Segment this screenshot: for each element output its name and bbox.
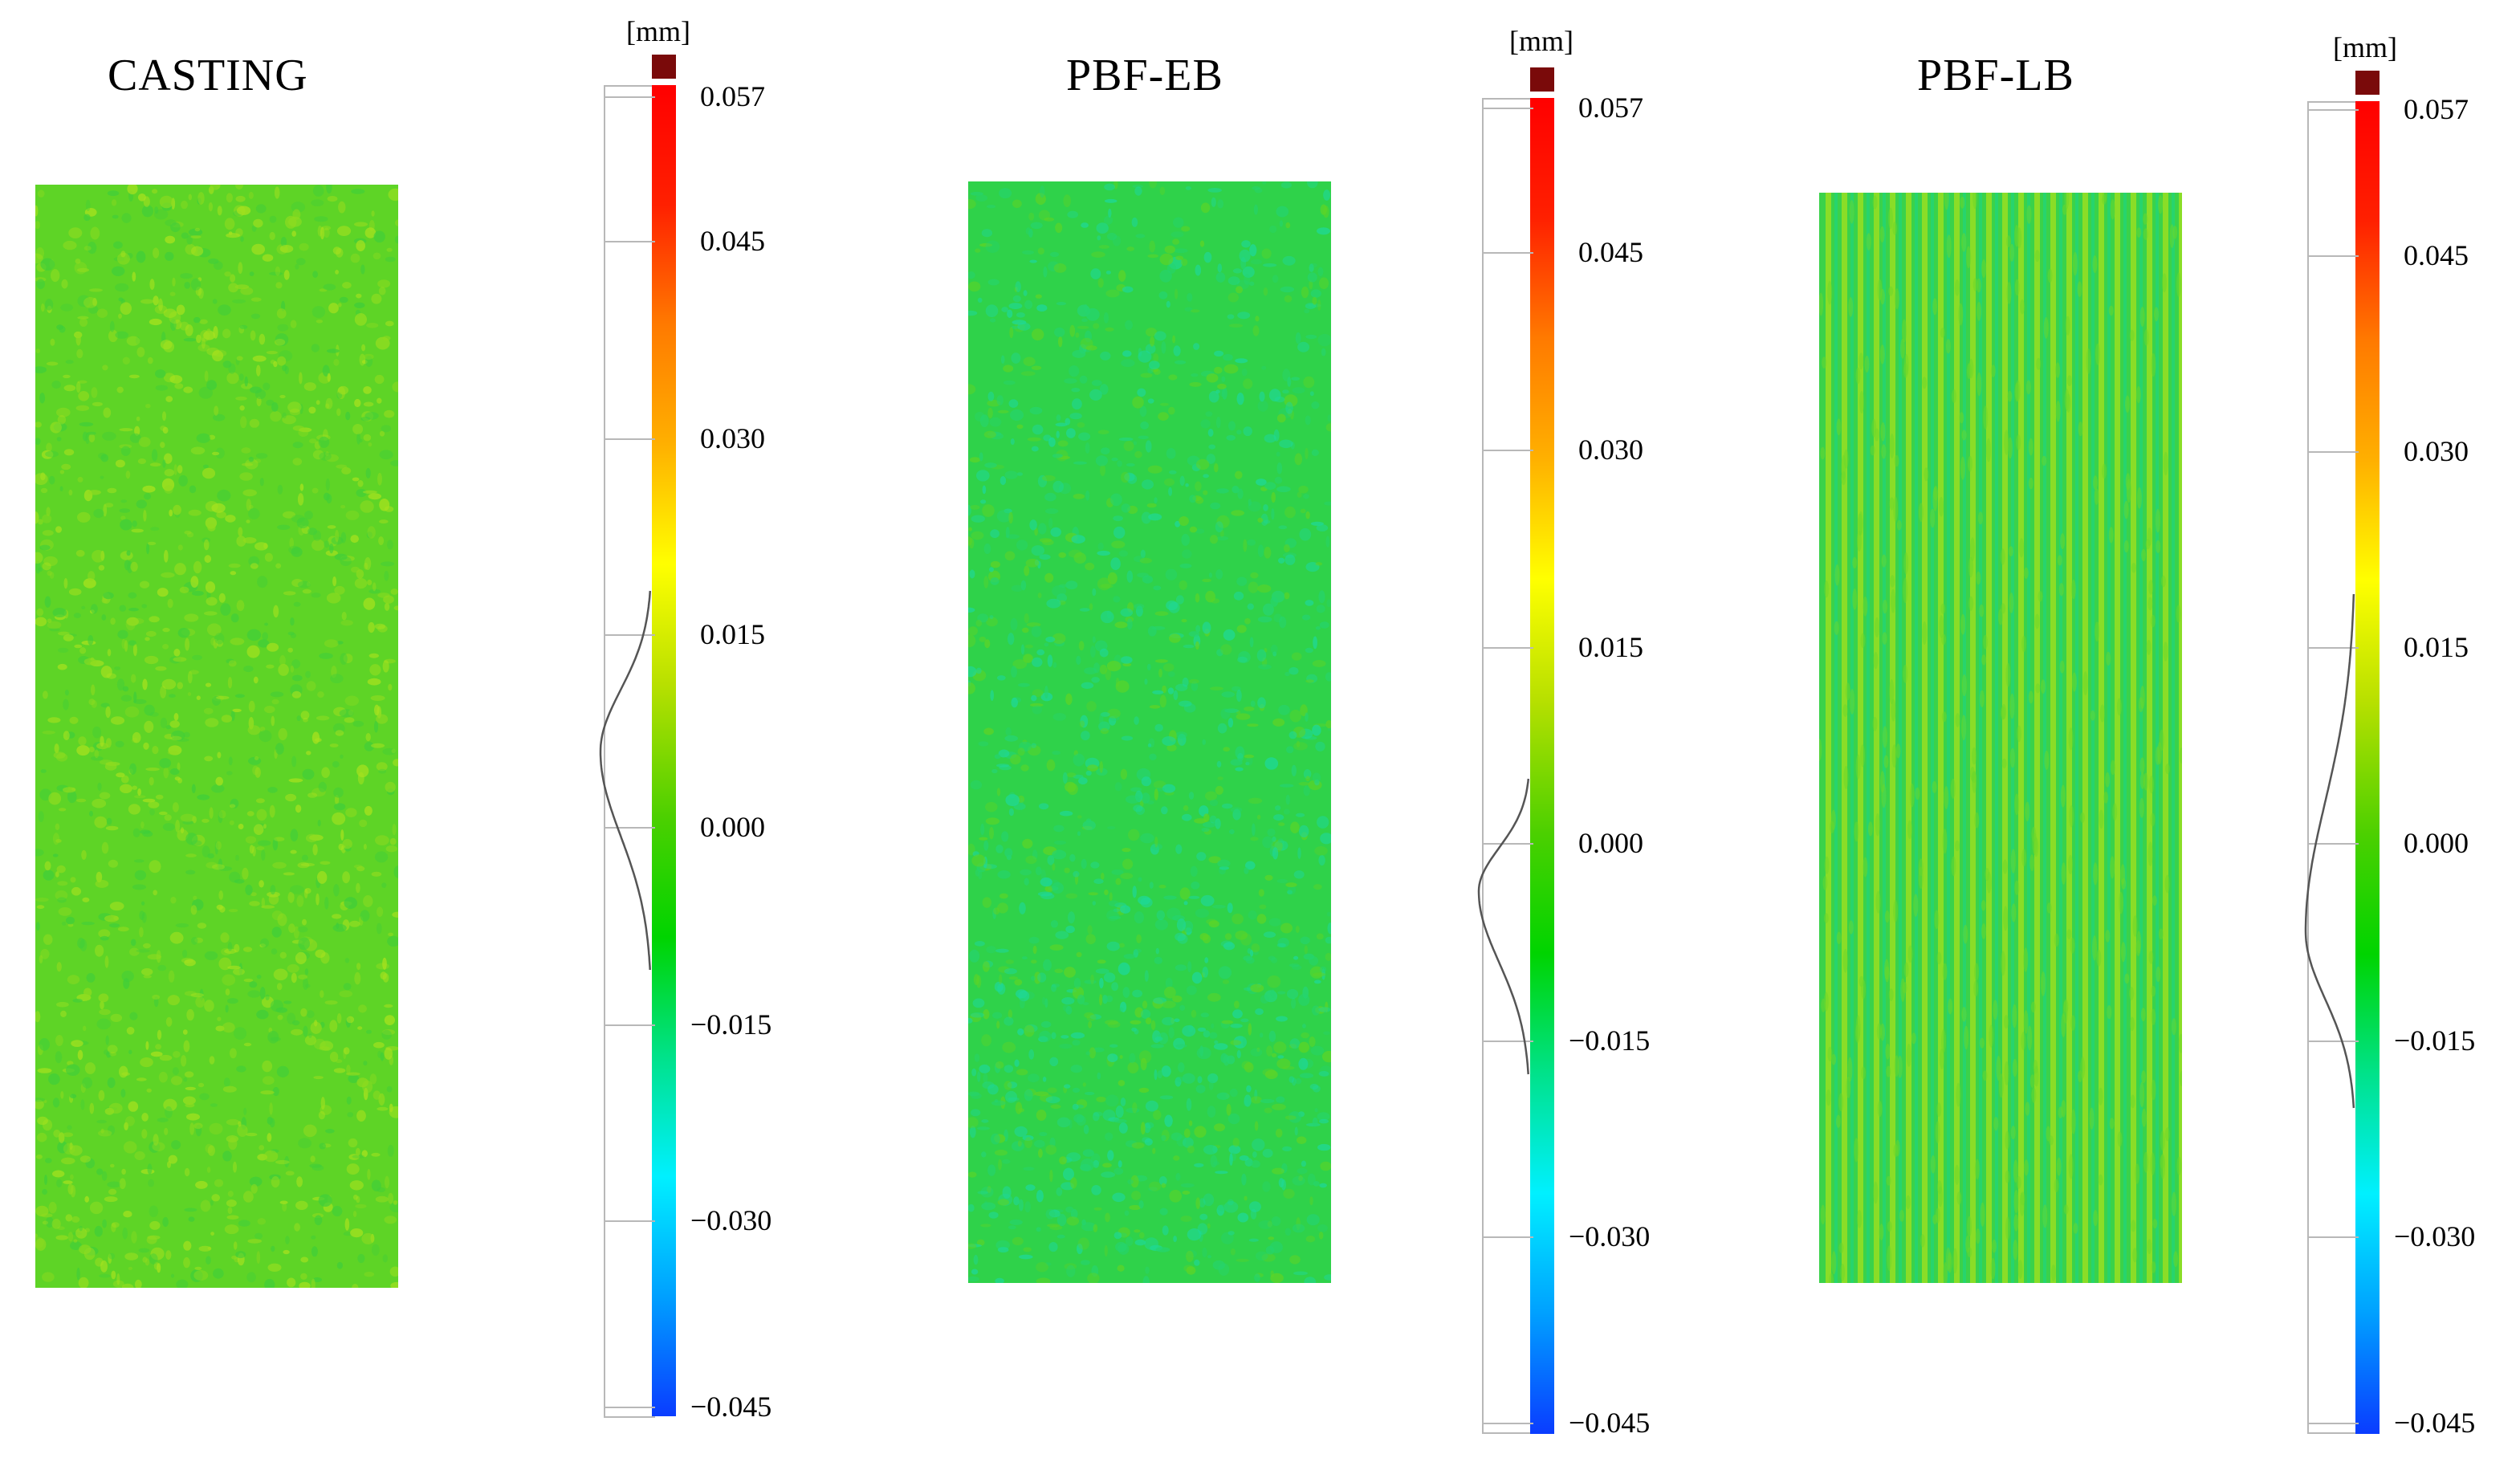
unit-label: [mm] [2333, 31, 2397, 63]
legend-tick [1482, 1041, 1533, 1042]
legend-tick-label: 0.045 [700, 225, 765, 257]
legend-tick [2307, 109, 2359, 111]
legend-tick [604, 827, 655, 829]
legend-tick-label: 0.015 [1578, 631, 1643, 663]
legend-tick-label: 0.057 [1578, 92, 1643, 124]
legend-tick [2307, 255, 2359, 257]
legend-tick-label: 0.057 [2404, 93, 2469, 125]
legend-tick [1482, 1423, 1533, 1424]
legend-tick [604, 1024, 655, 1026]
color-bar [1530, 98, 1554, 1434]
legend-tick-label: −0.045 [2394, 1407, 2476, 1439]
panel-title: PBF-LB [1917, 51, 2074, 100]
legend-tick-label: 0.000 [1578, 827, 1643, 859]
legend-tick-label: 0.000 [700, 811, 765, 843]
legend-tick [1482, 108, 1533, 109]
legend-tick [2307, 451, 2359, 453]
legend-tick-label: 0.015 [2404, 631, 2469, 663]
deviation-map-pbf-lb [1819, 193, 2182, 1283]
color-bar [652, 85, 676, 1416]
legend-tick-label: 0.030 [2404, 435, 2469, 467]
legend-tick-label: 0.057 [700, 80, 765, 112]
legend-tick [2307, 843, 2359, 845]
unit-label: [mm] [1509, 25, 1573, 57]
unit-label: [mm] [626, 15, 690, 47]
deviation-panel-pbf-eb: PBF-EB [mm] 0.057 0.045 0.030 0.015 0.000 −0.… [968, 25, 1651, 1439]
legend-tick-label: −0.015 [2394, 1024, 2476, 1057]
deviation-map-pbf-eb [968, 181, 1331, 1283]
legend-tick-label: 0.000 [2404, 827, 2469, 859]
distribution-curve [2304, 593, 2355, 1109]
legend-tick [1482, 1236, 1533, 1238]
deviation-panel-casting: CASTING [mm] 0.057 0.045 0.030 0.015 0.000 −0… [0, 0, 843, 1458]
legend-tick-label: −0.030 [1569, 1220, 1651, 1252]
surface-texture [968, 181, 1331, 1283]
surface-texture [1819, 193, 2182, 1283]
legend-tick-label: −0.045 [690, 1391, 772, 1423]
legend-tick [1482, 843, 1533, 845]
legend-tick-label: 0.045 [2404, 239, 2469, 271]
over-range-swatch [1530, 67, 1554, 92]
legend-tick [2307, 1041, 2359, 1042]
legend-tick [604, 1220, 655, 1222]
surface-texture [35, 185, 398, 1288]
over-range-swatch [652, 55, 676, 79]
color-bar [2355, 101, 2380, 1434]
legend-tick-label: 0.015 [700, 618, 765, 650]
legend-tick [2307, 647, 2359, 649]
distribution-curve [1477, 778, 1530, 1075]
deviation-map-casting [35, 185, 398, 1288]
panel-title: PBF-EB [1066, 51, 1223, 100]
legend-tick-label: −0.045 [1569, 1407, 1651, 1439]
legend-tick [604, 96, 655, 98]
panel-title: CASTING [108, 51, 308, 100]
legend-tick-label: −0.030 [690, 1204, 772, 1236]
legend-tick [2307, 1236, 2359, 1238]
legend-tick-label: −0.030 [2394, 1220, 2476, 1252]
over-range-swatch [2355, 71, 2380, 95]
legend-tick [2307, 1423, 2359, 1424]
legend-tick [1482, 450, 1533, 451]
legend-tick [1482, 252, 1533, 254]
distribution-curve [599, 590, 652, 971]
legend-tick [604, 241, 655, 242]
legend-tick-label: 0.045 [1578, 236, 1643, 268]
legend-tick [604, 634, 655, 636]
legend-tick [1482, 647, 1533, 649]
legend-tick [604, 1407, 655, 1408]
legend-tick-label: 0.030 [700, 422, 765, 454]
legend-tick-label: −0.015 [1569, 1024, 1651, 1057]
legend-tick-label: −0.015 [690, 1008, 772, 1041]
legend-tick-label: 0.030 [1578, 434, 1643, 466]
legend-tick [604, 438, 655, 440]
